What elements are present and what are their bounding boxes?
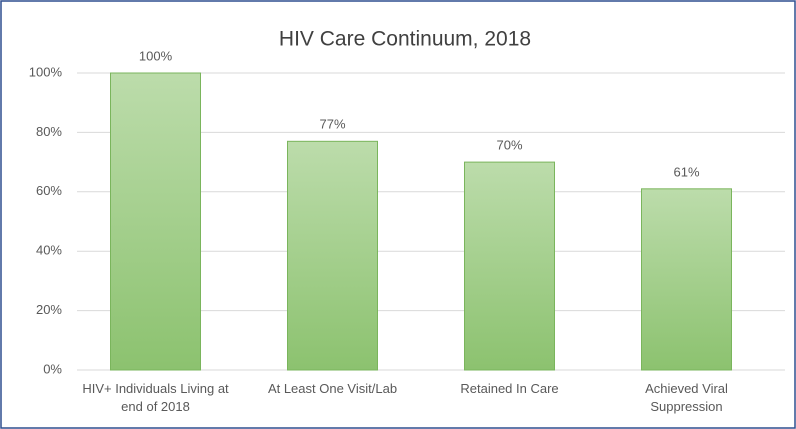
data-label: 70% bbox=[496, 138, 522, 153]
data-label: 100% bbox=[139, 48, 173, 63]
chart-title: HIV Care Continuum, 2018 bbox=[279, 28, 531, 51]
x-tick-label: Retained In Care bbox=[460, 381, 558, 396]
bar bbox=[464, 161, 555, 371]
data-label: 61% bbox=[673, 164, 699, 179]
bar bbox=[287, 140, 378, 371]
y-tick-label: 0% bbox=[43, 361, 62, 376]
y-tick-label: 60% bbox=[36, 183, 62, 198]
y-tick-label: 20% bbox=[36, 302, 62, 317]
bar bbox=[110, 72, 201, 371]
y-tick-label: 80% bbox=[36, 124, 62, 139]
bar bbox=[641, 188, 732, 371]
data-label: 77% bbox=[319, 117, 345, 132]
y-tick-label: 40% bbox=[36, 243, 62, 258]
x-tick-label: At Least One Visit/Lab bbox=[268, 381, 397, 396]
x-tick-label: Achieved Viral Suppression bbox=[645, 381, 728, 414]
y-tick-label: 100% bbox=[29, 64, 63, 79]
x-tick-label: HIV+ Individuals Living at end of 2018 bbox=[82, 381, 229, 414]
